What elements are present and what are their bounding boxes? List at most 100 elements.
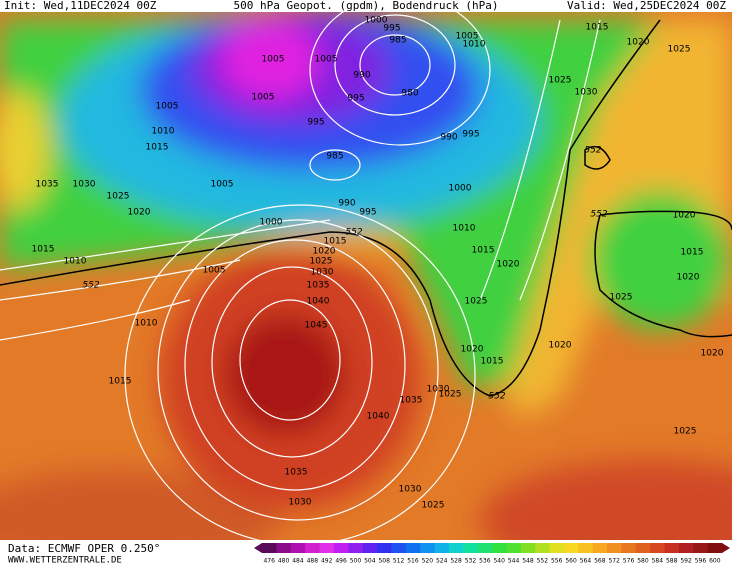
colorbar-label: 496 [335, 558, 347, 565]
isobar-label: 1015 [146, 143, 169, 153]
isobar-label-bg [306, 118, 325, 128]
isobar-label-bg [421, 501, 446, 511]
isobar-label-bg [202, 266, 227, 276]
colorbar-label: 520 [422, 558, 434, 565]
site: WWW.WETTERZENTRALE.DE [8, 556, 122, 565]
isobar-label-bg [306, 281, 331, 291]
isobar-label: 1015 [472, 246, 495, 256]
colorbar-swatch [420, 543, 435, 553]
isobar-label-bg [399, 396, 424, 406]
height-label: 552 [82, 281, 99, 291]
colorbar-label: 588 [666, 558, 678, 565]
colorbar-swatch [650, 543, 665, 553]
isobar-label-bg [323, 237, 348, 247]
colorbar-label: 584 [652, 558, 664, 565]
isobar-label-bg [585, 23, 610, 33]
isobar-label: 1030 [575, 88, 598, 98]
isobar-label: 995 [359, 208, 376, 218]
isobar-label-bg [304, 321, 329, 331]
isobar-label: 1005 [211, 180, 234, 190]
isobar-label-bg [284, 468, 309, 478]
isobar-label-bg [667, 45, 692, 55]
isobar-label-bg [609, 293, 634, 303]
colorbar-label: 508 [378, 558, 390, 565]
colorbar-label: 572 [608, 558, 620, 565]
isobar-label-bg [673, 427, 698, 437]
isobar-label: 1020 [549, 341, 572, 351]
isobar-label: 1005 [156, 102, 179, 112]
isobar-label: 1015 [481, 357, 504, 367]
isobar-label: 1015 [32, 245, 55, 255]
colorbar-swatch [348, 543, 364, 553]
isobar-label-bg [460, 345, 485, 355]
height-label: 552 [590, 210, 607, 220]
isobar-label: 1005 [456, 32, 479, 42]
colorbar-label: 476 [263, 558, 275, 565]
colorbar-label: 580 [637, 558, 649, 565]
isobar-label: 995 [307, 118, 324, 128]
isobar-label: 1025 [439, 390, 462, 400]
isobar-label: 1010 [135, 319, 158, 329]
colorbar-swatch [506, 543, 522, 553]
colorbar-swatch [391, 543, 407, 553]
isobar-label: 1035 [285, 468, 308, 478]
colorbar-swatch [290, 543, 306, 553]
isobar-label: 1025 [465, 297, 488, 307]
isobar-label-bg [346, 94, 365, 104]
isobar-label-bg [251, 93, 276, 103]
isobar-label: 995 [462, 130, 479, 140]
isobar-label-bg [672, 211, 697, 221]
isobar-label: 1020 [313, 247, 336, 257]
colorbar-swatch [549, 543, 565, 553]
colorbar-swatch [333, 543, 349, 553]
isobar-label-bg [366, 412, 391, 422]
isobar-label-bg [310, 268, 335, 278]
isobar-label: 980 [401, 89, 418, 99]
isobar-label: 1020 [677, 273, 700, 283]
isobar-label: 995 [383, 24, 400, 34]
isobar-label-bg [438, 390, 463, 400]
isobar-label: 1025 [549, 76, 572, 86]
isobar-label: 1030 [399, 485, 422, 495]
colorbar-label: 528 [450, 558, 462, 565]
isobar-label-bg [574, 88, 599, 98]
colorbar-label: 504 [364, 558, 376, 565]
colorbar-label: 488 [307, 558, 319, 565]
colorbar-arrow-left [254, 543, 262, 553]
isobar-label: 1000 [365, 16, 388, 26]
isobar-label-bg [680, 248, 705, 258]
isobar-label: 1000 [449, 184, 472, 194]
colorbar-arrow-right [722, 543, 730, 553]
isobar-label: 1025 [668, 45, 691, 55]
isobar-label: 1025 [422, 501, 445, 511]
colorbar-swatch [707, 543, 723, 553]
isobar-label: 1030 [311, 268, 334, 278]
colorbar-label: 544 [508, 558, 520, 565]
isobar-label: 1020 [673, 211, 696, 221]
isobar-label: 1020 [497, 260, 520, 270]
isobar-label: 1020 [128, 208, 151, 218]
init-time: Init: Wed,11DEC2024 00Z [4, 0, 157, 12]
isobar-label: 1020 [461, 345, 484, 355]
colorbar-swatch [319, 543, 335, 553]
isobar-label-bg [352, 71, 371, 81]
isobar-label-bg [106, 192, 131, 202]
isobar-label: 1005 [315, 55, 338, 65]
colorbar-label: 564 [580, 558, 592, 565]
isobar-label: 1005 [262, 55, 285, 65]
isobar-label-bg [63, 257, 88, 267]
isobar-label-bg [309, 257, 334, 267]
colorbar-label: 596 [695, 558, 707, 565]
colorbar-label: 536 [479, 558, 491, 565]
isobar-label: 1010 [152, 127, 175, 137]
colorbar-label: 492 [321, 558, 333, 565]
isobar-label-bg [626, 38, 651, 48]
isobar-label-bg [312, 247, 337, 257]
isobar-label: 1025 [610, 293, 633, 303]
isobar-label-bg [31, 245, 56, 255]
colorbar-label: 568 [594, 558, 606, 565]
isobar-label-bg [464, 297, 489, 307]
colorbar-label: 500 [350, 558, 362, 565]
colorbar-label: 516 [407, 558, 419, 565]
